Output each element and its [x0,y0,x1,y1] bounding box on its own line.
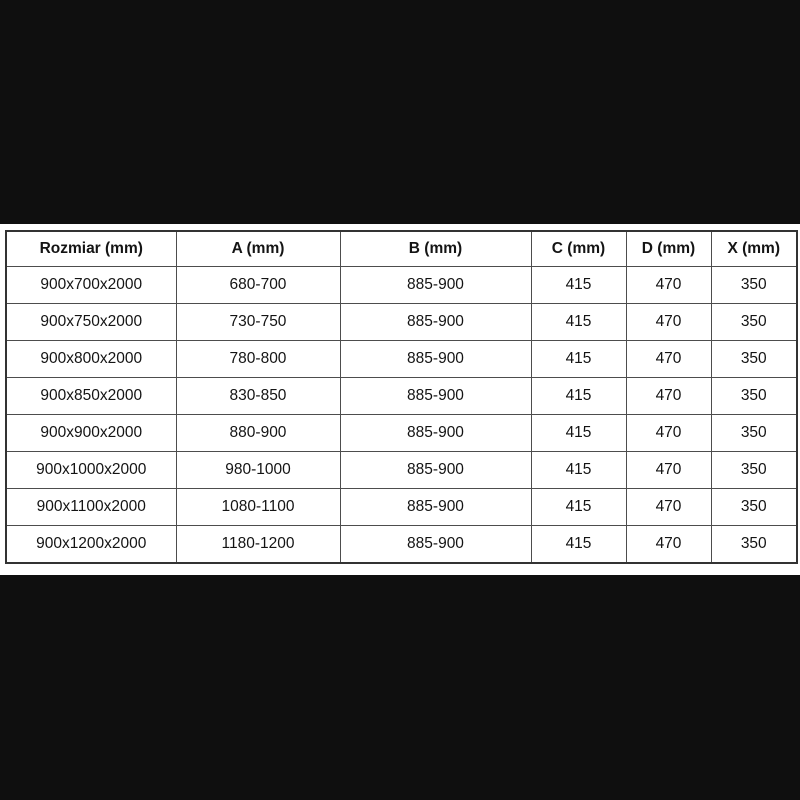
table-cell: 415 [530,266,627,304]
size-dimensions-table: Rozmiar (mm) A (mm) B (mm) C (mm) D (mm) X (m… [5,230,798,564]
table-row: 900x700x2000 680-700 885-900 415 470 350 [5,266,798,304]
table-cell: 470 [625,451,712,489]
column-header: D (mm) [625,230,712,267]
header-row: Rozmiar (mm) A (mm) B (mm) C (mm) D (mm) X (m… [5,230,798,267]
table-cell: 900x850x2000 [5,377,177,415]
table-cell: 350 [710,266,798,304]
table-cell: 415 [530,377,627,415]
table-cell: 900x700x2000 [5,266,177,304]
table-body: 900x700x2000 680-700 885-900 415 470 350 900x7… [5,266,798,564]
table-cell: 900x1200x2000 [5,525,177,564]
table-row: 900x750x2000 730-750 885-900 415 470 350 [5,303,798,341]
table-cell: 415 [530,525,627,564]
table-cell: 470 [625,303,712,341]
table-row: 900x1000x2000 980-1000 885-900 415 470 350 [5,451,798,489]
table-cell: 900x750x2000 [5,303,177,341]
table-cell: 885-900 [339,303,532,341]
table-cell: 885-900 [339,525,532,564]
table-cell: 900x800x2000 [5,340,177,378]
table-row: 900x850x2000 830-850 885-900 415 470 350 [5,377,798,415]
table-cell: 1180-1200 [175,525,341,564]
table-cell: 350 [710,525,798,564]
column-header: B (mm) [339,230,532,267]
table-cell: 415 [530,488,627,526]
column-header: C (mm) [530,230,627,267]
table-cell: 350 [710,488,798,526]
table-cell: 885-900 [339,266,532,304]
table-cell: 730-750 [175,303,341,341]
table-cell: 885-900 [339,451,532,489]
table-cell: 680-700 [175,266,341,304]
table-cell: 470 [625,525,712,564]
table-cell: 470 [625,266,712,304]
table-cell: 470 [625,340,712,378]
table-cell: 1080-1100 [175,488,341,526]
table-cell: 415 [530,451,627,489]
table-cell: 885-900 [339,414,532,452]
table-cell: 885-900 [339,340,532,378]
table-row: 900x900x2000 880-900 885-900 415 470 350 [5,414,798,452]
table-cell: 350 [710,303,798,341]
column-header: Rozmiar (mm) [5,230,177,267]
table-cell: 350 [710,451,798,489]
table-cell: 470 [625,414,712,452]
table-row: 900x1100x2000 1080-1100 885-900 415 470 350 [5,488,798,526]
table-cell: 885-900 [339,377,532,415]
table-cell: 880-900 [175,414,341,452]
table-row: 900x800x2000 780-800 885-900 415 470 350 [5,340,798,378]
table-cell: 470 [625,488,712,526]
table-cell: 415 [530,414,627,452]
table-panel: Rozmiar (mm) A (mm) B (mm) C (mm) D (mm) X (m… [0,224,800,575]
column-header: A (mm) [175,230,341,267]
table-cell: 830-850 [175,377,341,415]
table-cell: 415 [530,303,627,341]
table-row: 900x1200x2000 1180-1200 885-900 415 470 350 [5,525,798,564]
table-cell: 470 [625,377,712,415]
table-cell: 415 [530,340,627,378]
table-cell: 780-800 [175,340,341,378]
table-cell: 350 [710,377,798,415]
table-cell: 885-900 [339,488,532,526]
table-cell: 900x900x2000 [5,414,177,452]
table-cell: 980-1000 [175,451,341,489]
table-cell: 350 [710,340,798,378]
column-header: X (mm) [710,230,798,267]
table-cell: 900x1100x2000 [5,488,177,526]
table-cell: 900x1000x2000 [5,451,177,489]
table-cell: 350 [710,414,798,452]
